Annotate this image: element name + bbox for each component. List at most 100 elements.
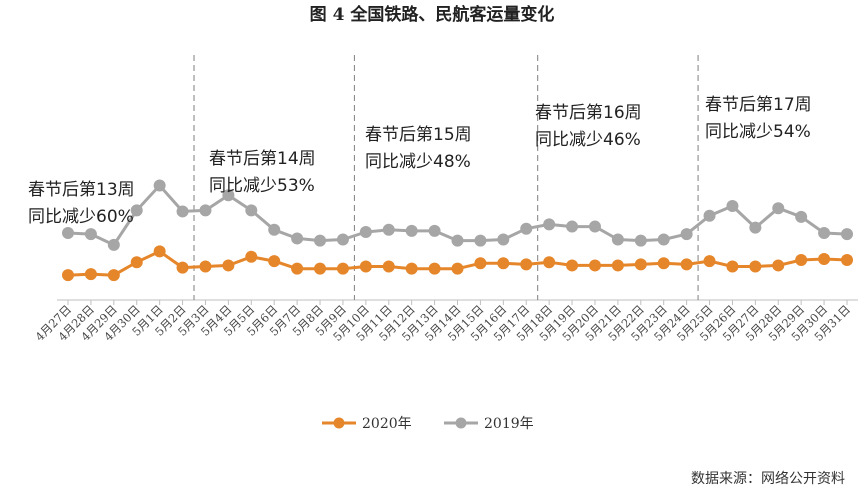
legend-marker-2019 [455,417,467,429]
data-point [382,223,395,236]
data-point [199,204,212,217]
data-point [107,238,120,251]
data-point [497,257,510,270]
data-point [543,218,556,231]
data-point [291,232,304,245]
series-2020年 [62,245,853,282]
data-point [153,179,166,192]
data-point [199,260,212,273]
data-point [314,262,327,275]
data-point [428,224,441,237]
data-point [520,222,533,235]
annotation-week-15: 春节后第15周 同比减少48% [365,125,472,172]
annotation-week-15-line2: 同比减少48% [365,152,471,172]
data-point [841,254,853,267]
data-point [772,259,785,272]
data-point [611,259,624,272]
data-point [153,245,166,258]
data-point [359,225,372,238]
data-point [291,262,304,275]
annotation-week-16-line2: 同比减少46% [535,130,641,150]
data-point [474,234,487,247]
legend-marker-2020 [333,417,345,429]
legend-label-2020: 2020年 [362,416,412,432]
annotation-week-16: 春节后第16周 同比减少46% [535,103,642,150]
data-point [62,269,74,282]
legend-label-2019: 2019年 [484,416,534,432]
data-point [359,260,372,273]
data-point [841,228,853,241]
annotation-week-13-line2: 同比减少60% [28,207,134,227]
annotation-week-17-line2: 同比减少54% [705,122,811,142]
data-point [588,220,601,233]
data-point [176,205,189,218]
annotation-week-13-line1: 春节后第13周 [28,180,135,200]
data-point [818,227,831,240]
data-point [405,262,418,275]
data-point [772,202,785,215]
data-point [566,220,579,233]
data-point [130,256,143,269]
x-axis-ticks [67,300,848,305]
legend-item-2020: 2020年 [322,416,412,432]
data-point [818,252,831,265]
chart-title: 图 4 全国铁路、民航客运量变化 [310,4,555,25]
data-point [428,262,441,275]
data-point [176,261,189,274]
data-point [130,204,143,217]
data-point [749,221,762,234]
data-point [520,258,533,271]
x-axis-tick-labels: 4月27日4月28日4月29日4月30日5月1日5月2日5月3日5月4日5月5日… [32,302,853,344]
annotation-week-15-line1: 春节后第15周 [365,125,472,145]
data-point [795,210,808,223]
data-point [657,233,670,246]
data-point [62,227,74,240]
series-2019年 [62,179,853,251]
data-point [314,234,327,247]
data-point [726,260,739,273]
data-point [497,233,510,246]
data-point [588,259,601,272]
data-point [336,262,349,275]
data-point [703,209,716,222]
data-point [657,257,670,270]
data-point [222,189,235,202]
data-source: 数据来源：网络公开资料 [691,471,845,487]
annotation-week-16-line1: 春节后第16周 [535,103,642,123]
annotation-week-14: 春节后第14周 同比减少53% [209,149,316,196]
data-point [680,228,693,241]
data-point [611,233,624,246]
data-point [543,256,556,269]
legend-item-2019: 2019年 [444,416,534,432]
annotation-week-13: 春节后第13周 同比减少60% [28,180,135,227]
week-dividers [193,55,699,300]
data-point [680,258,693,271]
annotation-week-17: 春节后第17周 同比减少54% [705,95,812,142]
data-point [795,254,808,267]
annotation-week-14-line2: 同比减少53% [209,176,315,196]
data-point [566,259,579,272]
data-point [749,260,762,273]
data-point [268,223,281,236]
data-point [245,250,258,263]
data-point [84,268,97,281]
data-point [84,228,97,241]
data-point [382,260,395,273]
annotation-week-17-line1: 春节后第17周 [705,95,812,115]
data-point [268,255,281,268]
data-point [474,257,487,270]
data-point [107,269,120,282]
data-point [451,234,464,247]
annotation-week-14-line1: 春节后第14周 [209,149,316,169]
data-point [703,255,716,268]
data-point [405,224,418,237]
data-point [336,233,349,246]
data-point [451,262,464,275]
data-point [634,234,647,247]
legend: 2020年 2019年 [322,416,534,432]
data-point [222,259,235,272]
series-layer [62,179,853,282]
data-point [726,200,739,213]
data-point [634,258,647,271]
